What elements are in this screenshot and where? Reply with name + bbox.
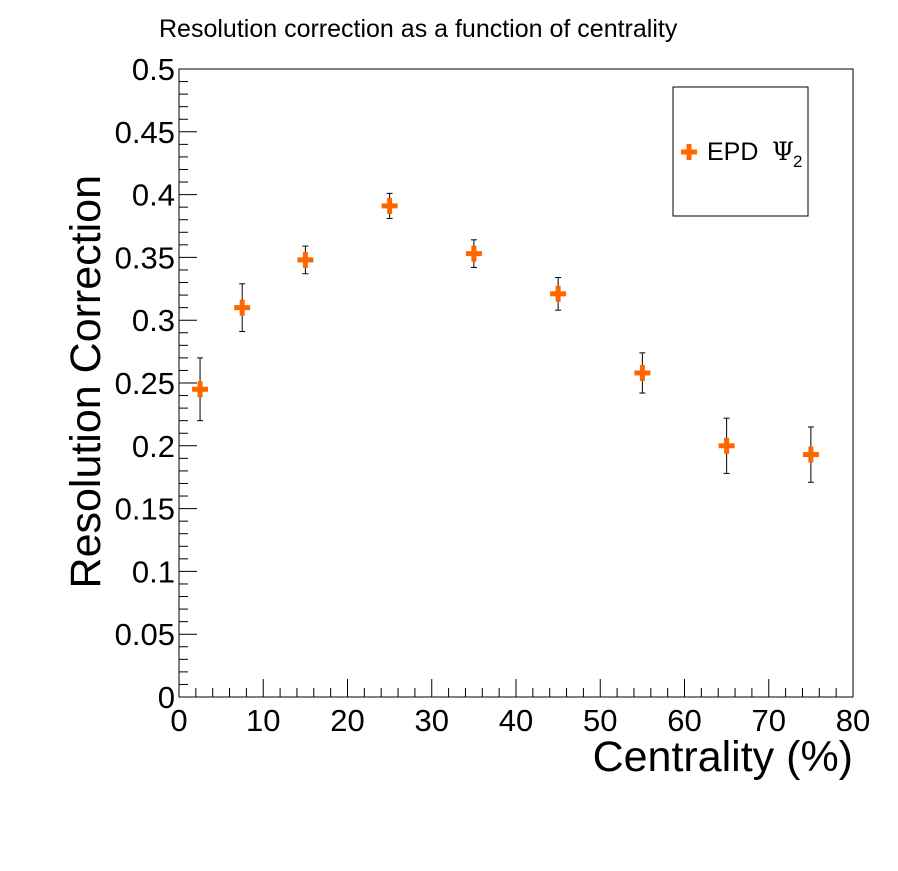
data-point — [634, 364, 651, 381]
x-tick-label: 70 — [752, 703, 786, 738]
y-tick-label: 0.2 — [132, 429, 175, 464]
data-point — [802, 446, 819, 463]
y-tick-label: 0.3 — [132, 303, 175, 338]
x-tick-label: 60 — [667, 703, 701, 738]
legend-subscript: 2 — [793, 152, 802, 171]
legend-marker — [681, 144, 697, 160]
y-axis-tick-labels: 0 0.05 0.1 0.15 0.2 0.25 0.3 0.35 0.4 0.45 0.5 — [115, 52, 175, 715]
y-axis-ticks — [179, 68, 197, 698]
x-tick-label: 40 — [499, 703, 533, 738]
y-tick-label: 0.15 — [115, 492, 175, 527]
data-point — [381, 197, 398, 214]
chart-title: Resolution correction as a function of c… — [159, 15, 678, 43]
legend-label: EPD — [707, 138, 758, 166]
y-tick-label: 0.5 — [132, 52, 175, 87]
x-tick-label: 50 — [583, 703, 617, 738]
x-axis-tick-labels: 0 10 20 30 40 50 60 70 80 — [170, 703, 870, 738]
x-tick-label: 80 — [836, 703, 870, 738]
y-axis-label: Resolution Correction — [62, 175, 110, 588]
data-point — [234, 299, 251, 316]
x-axis-ticks — [178, 679, 854, 697]
y-tick-label: 0.05 — [115, 617, 175, 652]
x-tick-label: 10 — [246, 703, 280, 738]
x-axis-label: Centrality (%) — [593, 733, 853, 781]
y-tick-label: 0.1 — [132, 554, 175, 589]
y-tick-label: 0.4 — [132, 178, 175, 213]
data-point — [192, 381, 209, 398]
data-point — [465, 245, 482, 262]
data-point — [718, 437, 735, 454]
x-tick-label: 30 — [415, 703, 449, 738]
y-tick-label: 0.45 — [115, 115, 175, 150]
data-point — [550, 285, 567, 302]
y-tick-label: 0.35 — [115, 240, 175, 275]
x-tick-label: 20 — [330, 703, 364, 738]
legend: EPD Ψ 2 — [672, 86, 809, 217]
y-tick-label: 0 — [158, 680, 175, 715]
x-tick-label: 0 — [170, 703, 187, 738]
data-series — [192, 192, 819, 483]
data-point — [297, 251, 314, 268]
legend-psi-symbol: Ψ — [772, 137, 794, 166]
y-tick-label: 0.25 — [115, 366, 175, 401]
legend-cross-marker — [681, 144, 697, 160]
